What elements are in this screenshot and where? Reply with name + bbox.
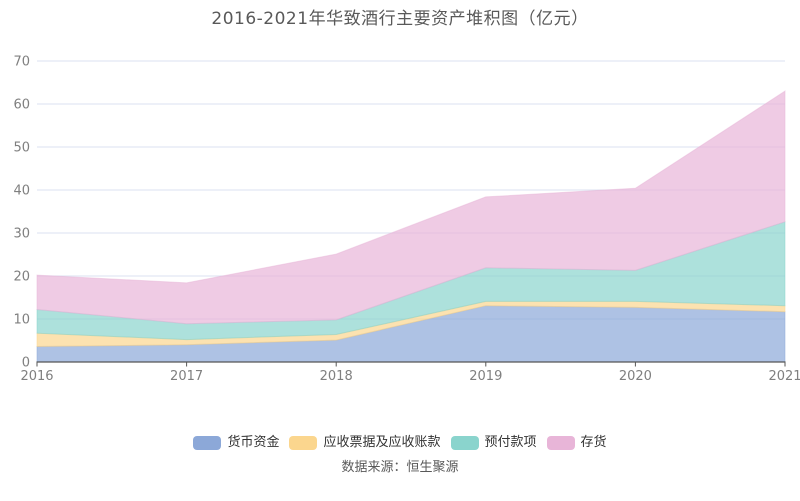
x-axis-tick-label: 2019 (469, 369, 502, 384)
chart-title: 2016-2021年华致酒行主要资产堆积图（亿元） (211, 9, 589, 29)
x-axis-tick-label: 2020 (619, 369, 652, 384)
y-axis-tick-label: 40 (13, 184, 30, 199)
legend-swatch-icon (193, 436, 222, 450)
legend-item-0: 货币资金 (193, 434, 279, 452)
legend-swatch-icon (450, 436, 479, 450)
legend-label: 存货 (580, 435, 607, 450)
legend: 货币资金 应收票据及应收账款 预付款项 存货 (0, 434, 800, 452)
legend-item-3: 存货 (546, 434, 607, 452)
legend-swatch-icon (546, 436, 575, 450)
legend-label: 预付款项 (484, 435, 537, 450)
area-series-3 (36, 90, 786, 325)
y-axis-tick-label: 70 (13, 55, 30, 70)
legend-label: 应收票据及应收账款 (323, 435, 441, 450)
legend-item-1: 应收票据及应收账款 (289, 434, 441, 452)
stacked-area-plot: 0 10 20 30 40 50 60 70 2016 2017 2018 2019 2020 2021 (13, 55, 800, 385)
y-axis-tick-label: 10 (13, 313, 30, 328)
legend-swatch-icon (289, 436, 318, 450)
y-axis-tick-label: 0 (22, 356, 30, 371)
x-axis-tick-label: 2016 (20, 369, 53, 384)
y-axis-tick-label: 30 (13, 227, 30, 242)
y-axis-tick-label: 20 (13, 270, 30, 285)
data-source-caption: 数据来源：恒生聚源 (341, 460, 459, 475)
y-axis-tick-label: 60 (13, 98, 30, 113)
x-axis-tick-label: 2017 (170, 369, 203, 384)
legend-label: 货币资金 (227, 435, 280, 450)
x-axis-tick-label: 2021 (768, 369, 800, 384)
legend-item-2: 预付款项 (450, 434, 537, 452)
x-axis-tick-label: 2018 (320, 369, 353, 384)
y-axis-tick-label: 50 (13, 141, 30, 156)
